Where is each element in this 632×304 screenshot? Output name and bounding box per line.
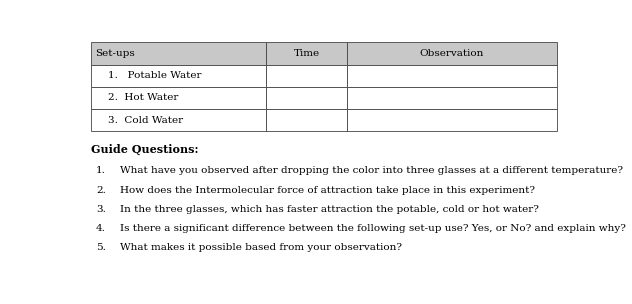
Text: How does the Intermolecular force of attraction take place in this experiment?: How does the Intermolecular force of att… (119, 185, 535, 195)
FancyBboxPatch shape (347, 64, 557, 87)
FancyBboxPatch shape (265, 64, 347, 87)
Text: 3.: 3. (96, 205, 106, 214)
Text: In the three glasses, which has faster attraction the potable, cold or hot water: In the three glasses, which has faster a… (119, 205, 538, 214)
Text: 5.: 5. (96, 243, 106, 252)
FancyBboxPatch shape (91, 109, 265, 131)
Text: Guide Questions:: Guide Questions: (91, 144, 198, 155)
FancyBboxPatch shape (91, 64, 265, 87)
FancyBboxPatch shape (91, 87, 265, 109)
Text: What have you observed after dropping the color into three glasses at a differen: What have you observed after dropping th… (119, 166, 623, 175)
Text: 4.: 4. (96, 224, 106, 233)
FancyBboxPatch shape (347, 109, 557, 131)
Text: What makes it possible based from your observation?: What makes it possible based from your o… (119, 243, 402, 252)
Text: 3.  Cold Water: 3. Cold Water (107, 116, 183, 125)
FancyBboxPatch shape (347, 87, 557, 109)
FancyBboxPatch shape (265, 87, 347, 109)
Text: 2.: 2. (96, 185, 106, 195)
FancyBboxPatch shape (347, 42, 557, 64)
FancyBboxPatch shape (91, 42, 265, 64)
Text: Time: Time (293, 49, 320, 58)
Text: 1.   Potable Water: 1. Potable Water (107, 71, 201, 80)
FancyBboxPatch shape (265, 42, 347, 64)
Text: 1.: 1. (96, 166, 106, 175)
FancyBboxPatch shape (265, 109, 347, 131)
Text: Observation: Observation (420, 49, 484, 58)
Text: 2.  Hot Water: 2. Hot Water (107, 93, 178, 102)
Text: Is there a significant difference between the following set-up use? Yes, or No? : Is there a significant difference betwee… (119, 224, 626, 233)
Text: Set-ups: Set-ups (95, 49, 135, 58)
